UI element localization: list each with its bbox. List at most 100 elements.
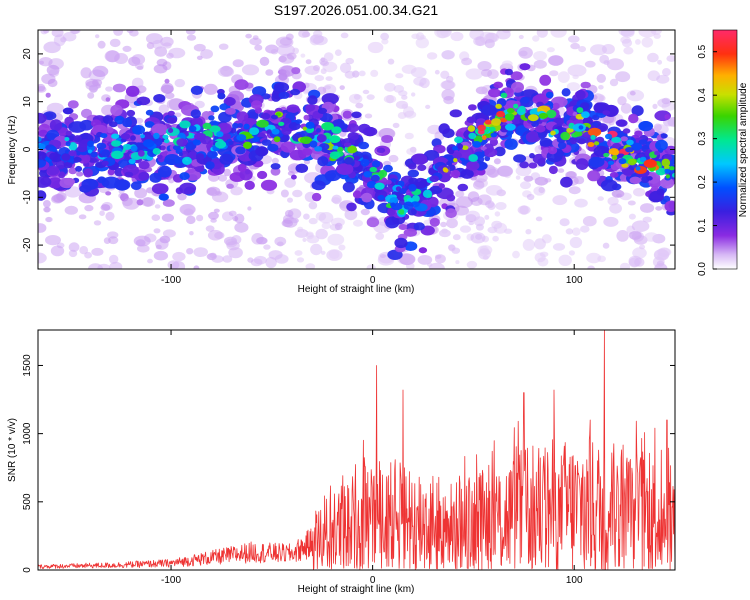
heatmap-cell [366,181,377,189]
heatmap-cell [88,263,103,269]
heatmap-cell [608,148,619,155]
heatmap-cell [664,145,675,155]
spectrogram-x-axis-label: Height of straight line (km) [298,284,415,295]
heatmap-cell [151,214,161,221]
heatmap-cell [534,125,546,133]
heatmap-cell [417,255,433,265]
heatmap-cell [472,141,482,148]
heatmap-cell [305,263,316,269]
heatmap-cell [580,102,590,110]
heatmap-cell [147,258,153,264]
heatmap-cell [603,60,610,66]
heatmap-cell [375,232,385,240]
y-tick-label: 500 [22,493,33,510]
heatmap-cell [205,161,215,170]
heatmap-cell [108,236,119,245]
heatmap-cell [569,137,578,145]
heatmap-cell [655,139,668,151]
heatmap-cell [131,54,146,65]
heatmap-cell [467,191,480,203]
heatmap-cell [429,217,440,227]
heatmap-cell [527,114,539,122]
heatmap-cell [179,120,191,129]
heatmap-cell [485,185,503,196]
heatmap-cell [105,86,113,92]
heatmap-cell [168,128,174,133]
heatmap-cell [525,229,532,235]
heatmap-cell [615,119,628,127]
heatmap-cell [112,83,126,93]
heatmap-cell [95,34,100,39]
heatmap-cell [461,57,473,66]
heatmap-cell [452,234,461,241]
heatmap-cell [228,247,243,259]
heatmap-cell [162,134,169,139]
heatmap-cell [68,150,77,157]
heatmap-cell [627,200,636,206]
heatmap-cell [68,167,78,175]
heatmap-cell [629,176,641,184]
heatmap-cell [70,30,80,34]
heatmap-cell [611,155,618,160]
heatmap-cell [234,213,245,224]
heatmap-cell [223,168,231,177]
heatmap-cell [330,135,339,144]
heatmap-cell [366,94,375,100]
heatmap-cell [468,104,477,111]
heatmap-cell [434,69,440,75]
heatmap-cell [48,146,57,153]
heatmap-cell [443,96,455,105]
heatmap-cell [407,169,419,178]
heatmap-cell [235,146,246,155]
heatmap-cell [115,179,129,191]
heatmap-cell [655,167,667,176]
heatmap-cell [64,205,79,215]
heatmap-cell [159,235,170,244]
colorbar: 0.0 0.1 0.2 0.3 0.4 0.5 Normalized spectral a… [697,29,749,276]
heatmap-cell [211,191,229,203]
heatmap-cell [446,194,456,202]
heatmap-cell [650,30,662,35]
heatmap-cell [130,181,142,190]
heatmap-cell [568,250,576,256]
y-tick-label: 10 [22,96,33,108]
heatmap-cell [440,70,450,80]
heatmap-cell [300,136,313,144]
heatmap-cell [640,203,655,213]
heatmap-cell [628,213,636,220]
heatmap-cell [328,249,340,259]
heatmap-cell [294,250,303,256]
heatmap-cell [320,60,329,67]
heatmap-cell [647,52,659,63]
heatmap-cell [366,264,376,269]
heatmap-cell [387,58,395,65]
heatmap-cell [305,232,314,240]
heatmap-cell [45,235,61,246]
heatmap-cell [557,168,565,173]
heatmap-cell [362,89,370,95]
heatmap-cell [196,55,203,60]
y-tick-label: 1000 [22,422,33,445]
heatmap-cell [311,192,322,202]
heatmap-cell [477,245,489,257]
heatmap-cell [129,30,139,37]
heatmap-cell [653,123,662,132]
heatmap-cell [65,141,71,147]
heatmap-cell [190,109,201,119]
heatmap-cell [532,94,549,105]
heatmap-cell [369,166,378,173]
heatmap-cell [247,206,252,211]
heatmap-cell [428,262,445,269]
heatmap-cell [398,90,408,97]
heatmap-cell [216,131,224,138]
heatmap-cell [594,141,600,146]
heatmap-cell [609,172,619,178]
heatmap-cell [87,149,93,154]
heatmap-cell [468,132,477,140]
heatmap-cell [286,52,297,60]
heatmap-cell [48,177,62,189]
heatmap-cell [265,44,279,54]
heatmap-cell [383,95,397,104]
heatmap-cell [559,218,570,227]
